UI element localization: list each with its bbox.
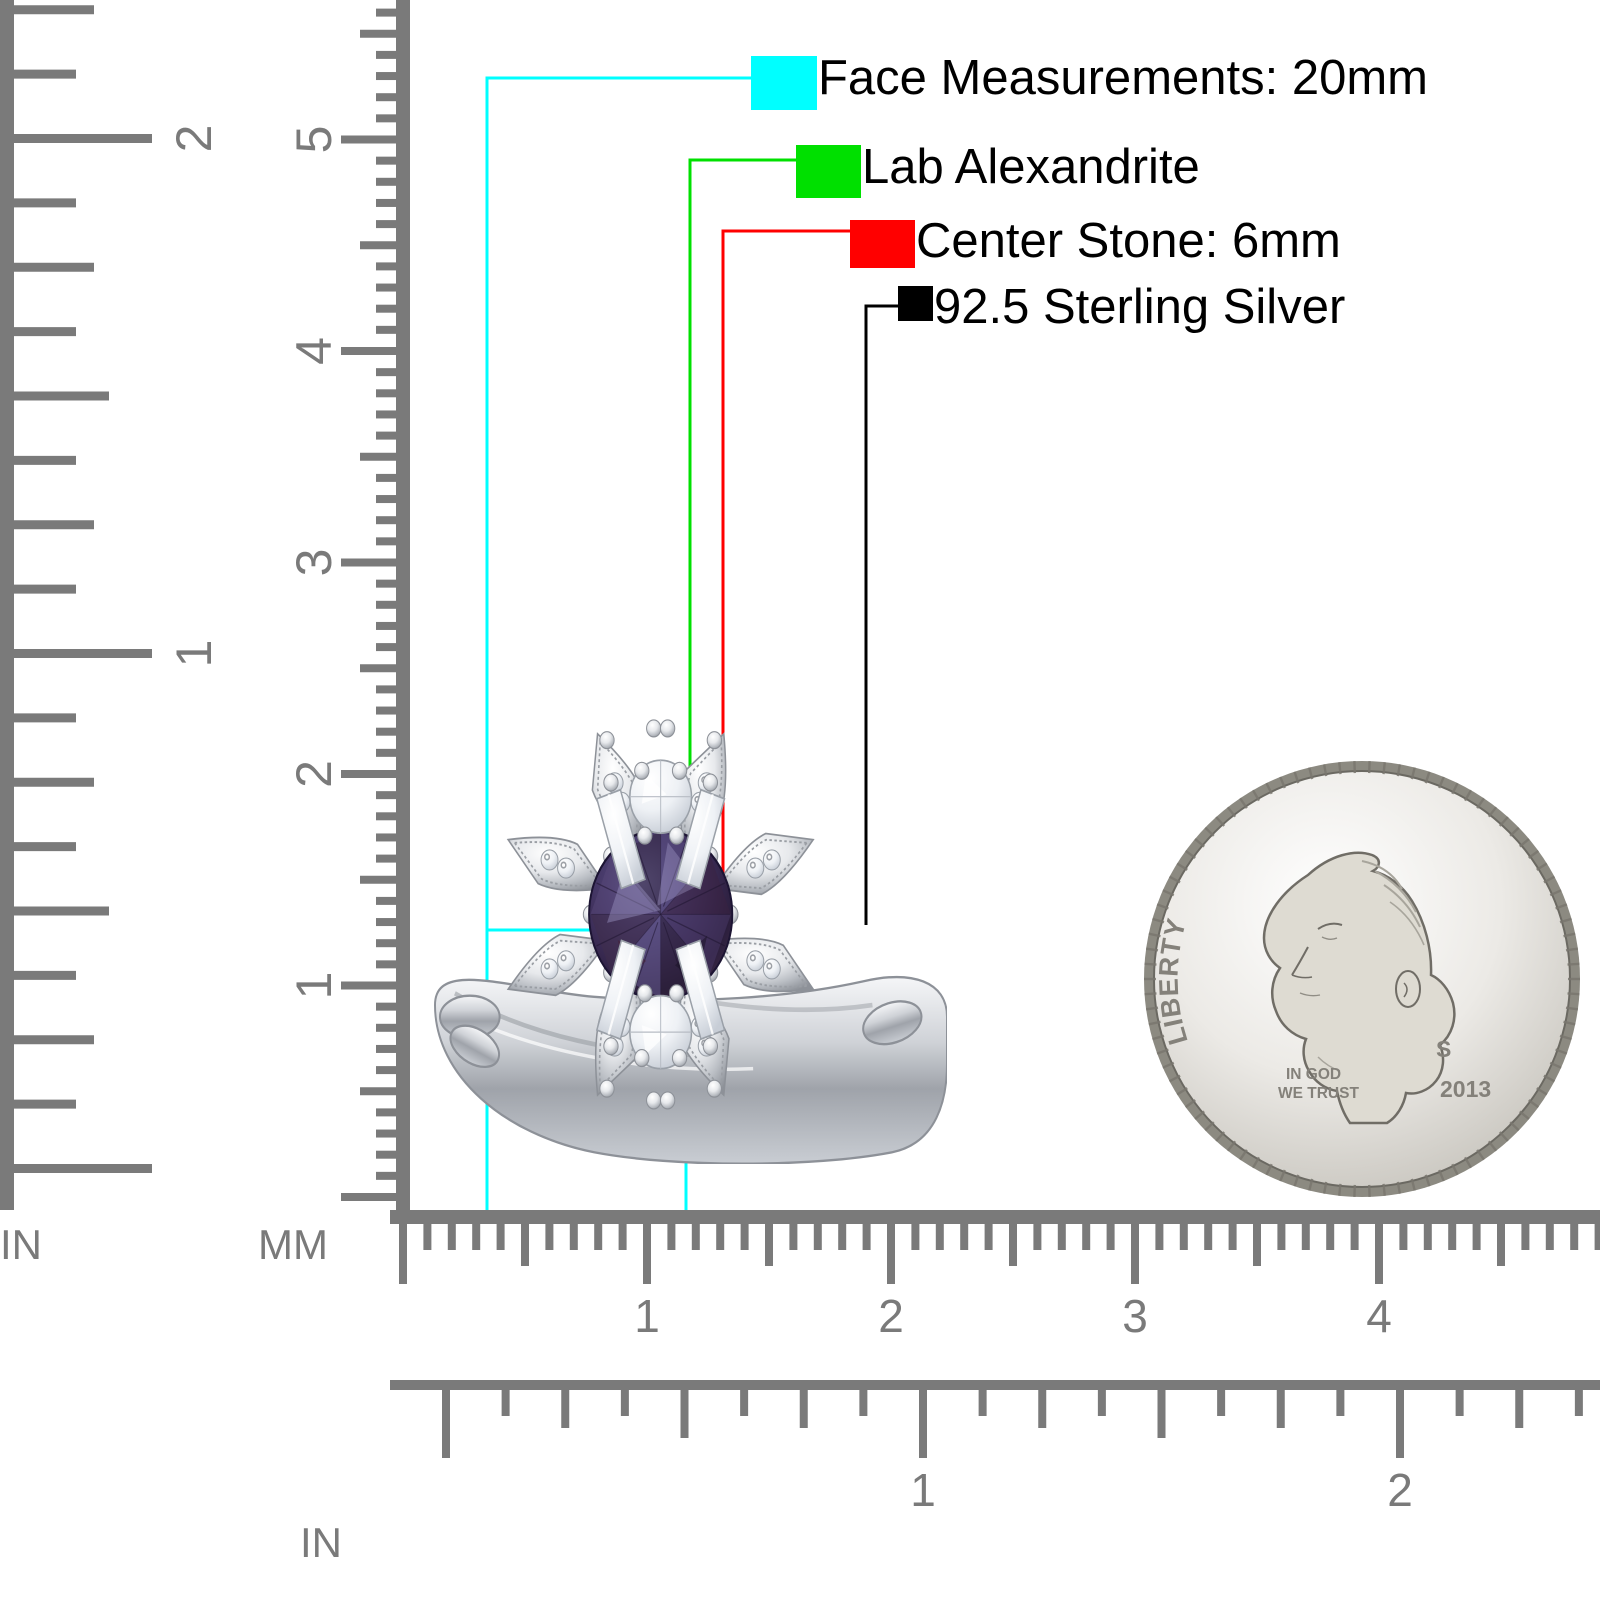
svg-text:WE TRUST: WE TRUST [1278, 1085, 1359, 1102]
svg-text:2013: 2013 [1440, 1076, 1491, 1102]
svg-text:IN GOD: IN GOD [1286, 1066, 1341, 1083]
svg-text:3: 3 [1122, 1290, 1148, 1342]
svg-text:1: 1 [634, 1290, 660, 1342]
svg-text:S: S [1436, 1036, 1451, 1062]
svg-text:2: 2 [1387, 1464, 1413, 1516]
svg-text:2: 2 [878, 1290, 904, 1342]
svg-text:1: 1 [910, 1464, 936, 1516]
svg-text:4: 4 [1366, 1290, 1392, 1342]
